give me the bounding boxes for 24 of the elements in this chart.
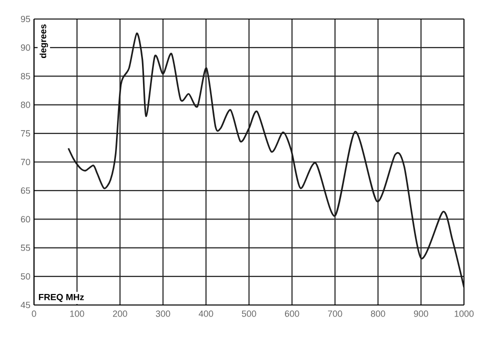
y-tick-label: 50	[20, 273, 30, 280]
y-tick-label: 70	[20, 158, 30, 166]
x-tick-label: 400	[198, 310, 214, 317]
y-tick-label: 55	[20, 244, 30, 251]
x-axis-title: FREQ MHz	[38, 294, 84, 302]
y-tick-label: 85	[20, 73, 30, 80]
x-tick-label: 900	[414, 310, 428, 317]
y-tick-label: 60	[20, 216, 30, 222]
y-tick-label: 95	[20, 16, 30, 22]
x-tick-label: 500	[242, 310, 256, 317]
y-tick-label: 65	[20, 187, 30, 194]
y-tick-label: 45	[20, 302, 30, 308]
x-tick-label: 0	[32, 310, 36, 317]
y-tick-label: 90	[20, 44, 30, 51]
x-tick-label: 700	[328, 310, 342, 317]
x-tick-label: 300	[156, 310, 170, 317]
x-tick-label: 100	[70, 310, 84, 317]
x-tick-label: 600	[284, 310, 300, 317]
y-tick-label: 80	[20, 102, 30, 108]
x-tick-label: 200	[112, 310, 128, 317]
x-tick-label: 1000	[454, 310, 474, 317]
x-tick-label: 800	[370, 310, 386, 317]
y-axis-title: degrees	[40, 24, 48, 58]
y-tick-label: 75	[20, 130, 30, 137]
